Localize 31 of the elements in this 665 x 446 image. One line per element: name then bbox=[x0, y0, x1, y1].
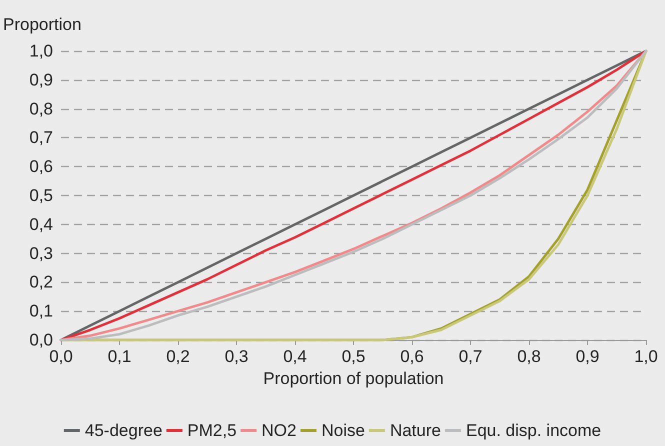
y-tick-label: 0,2 bbox=[29, 272, 53, 292]
x-axis-title: Proportion of population bbox=[263, 369, 444, 388]
y-axis-title: Proportion bbox=[3, 15, 82, 34]
legend-label: Equ. disp. income bbox=[466, 421, 602, 440]
y-tick-label: 0,7 bbox=[29, 128, 53, 148]
y-tick-label: 1,0 bbox=[29, 42, 53, 60]
x-tick-label: 1,0 bbox=[634, 347, 658, 366]
y-tick-label: 0,6 bbox=[29, 157, 53, 176]
y-tick-label: 0,0 bbox=[29, 330, 53, 350]
x-tick-label: 0,7 bbox=[458, 347, 482, 366]
x-tick-label: 0,0 bbox=[49, 347, 73, 366]
y-tick-label: 0,1 bbox=[29, 302, 53, 321]
y-tick-label: 0,8 bbox=[29, 99, 53, 118]
x-tick-label: 0,5 bbox=[342, 347, 366, 366]
legend-label: Nature bbox=[390, 421, 441, 440]
x-tick-label: 0,6 bbox=[400, 347, 424, 366]
x-tick-label: 0,1 bbox=[108, 347, 132, 366]
y-tick-label: 0,5 bbox=[29, 186, 53, 205]
x-tick-label: 0,2 bbox=[166, 347, 190, 366]
y-tick-label: 0,9 bbox=[29, 70, 53, 90]
legend-label: Noise bbox=[321, 421, 365, 440]
legend-label: NO2 bbox=[262, 421, 296, 440]
x-tick-label: 0,8 bbox=[517, 347, 541, 366]
y-tick-label: 0,3 bbox=[29, 244, 53, 263]
line-series bbox=[60, 50, 648, 342]
legend-label: PM2,5 bbox=[187, 421, 237, 440]
legend-label: 45-degree bbox=[84, 421, 162, 440]
x-tick-label: 0,3 bbox=[224, 347, 248, 366]
y-tick-label: 0,4 bbox=[29, 214, 53, 234]
x-tick-label: 0,4 bbox=[283, 347, 307, 366]
x-tick-label: 0,9 bbox=[576, 347, 600, 366]
